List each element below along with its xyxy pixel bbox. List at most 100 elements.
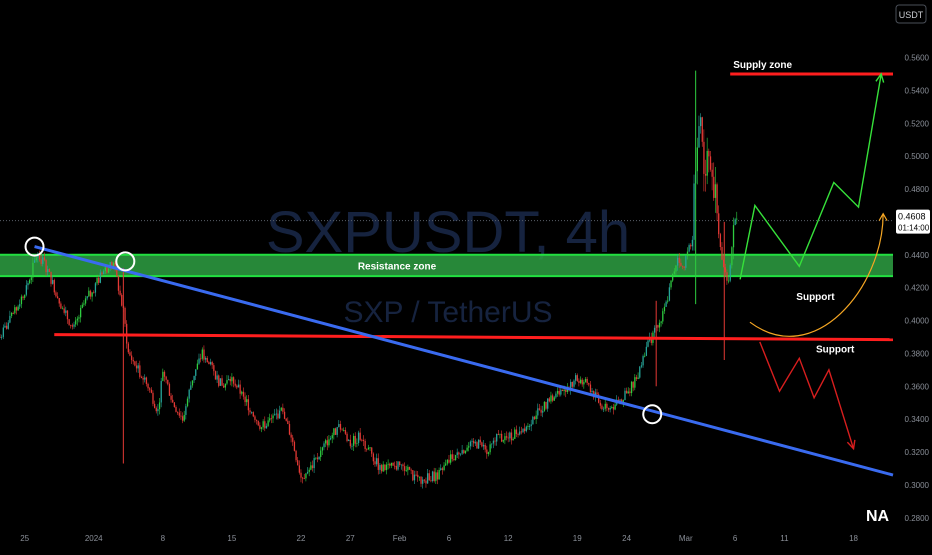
candle-body — [127, 343, 129, 353]
candle-body — [55, 292, 57, 297]
candle-body — [479, 439, 481, 443]
candle-body — [5, 325, 8, 329]
y-tick-label: 0.2800 — [905, 514, 930, 523]
candle-body — [78, 317, 80, 319]
candle-body — [297, 460, 299, 466]
candle-body — [520, 431, 523, 433]
candle-body — [512, 438, 514, 441]
candle-body — [249, 410, 251, 413]
price-axis[interactable]: 0.5600 0.5400 0.5200 0.5000 0.4800 0.4400 0.42… — [905, 54, 930, 523]
candle-body — [602, 408, 605, 410]
candle-body — [731, 247, 733, 266]
y-tick-label: 0.3200 — [905, 448, 930, 457]
candle-body — [47, 269, 49, 273]
candle-body — [625, 390, 628, 394]
candle-body — [106, 267, 108, 273]
candle-body — [547, 398, 549, 409]
currency-badge[interactable]: USDT — [895, 4, 927, 24]
candle-body — [463, 450, 465, 454]
candle-body — [500, 433, 503, 442]
candle-body — [614, 404, 616, 410]
candle-body — [328, 439, 330, 446]
candle-body — [514, 429, 516, 439]
candle-body — [35, 257, 37, 261]
candle-body — [644, 355, 646, 357]
candle-body — [533, 416, 536, 420]
candle-body — [162, 371, 164, 381]
candle-body — [417, 474, 419, 477]
candle-body — [509, 432, 511, 439]
candle-body — [14, 307, 16, 314]
candle-body — [83, 303, 85, 305]
candle-body — [653, 327, 656, 333]
candle-body — [609, 407, 611, 410]
support-bounce-label: Support — [796, 292, 835, 303]
candle-body — [450, 454, 452, 463]
x-tick-label: 6 — [447, 534, 452, 543]
candle-body — [408, 466, 411, 470]
candle-body — [481, 442, 483, 447]
candle-body — [196, 363, 199, 370]
candle-body — [344, 430, 347, 434]
candle-body — [320, 450, 322, 457]
candle-body — [726, 272, 728, 281]
candle-body — [719, 234, 722, 247]
supply-zone-label: Supply zone — [733, 60, 792, 71]
candle-body — [477, 439, 480, 449]
candle-body — [639, 366, 641, 378]
candle-body — [338, 424, 340, 428]
candle-body — [538, 408, 541, 410]
candle-body — [606, 403, 608, 409]
candle-body — [627, 391, 629, 394]
candle-body — [81, 304, 83, 308]
candle-body — [43, 257, 46, 260]
candle-body — [107, 268, 110, 273]
candle-body — [487, 452, 490, 454]
candle-body — [237, 384, 240, 388]
candle-body — [596, 392, 598, 395]
candle-body — [367, 447, 370, 450]
candle-body — [160, 380, 162, 403]
currency-label: USDT — [899, 10, 924, 20]
candle-body — [333, 428, 335, 436]
candle-body — [63, 308, 65, 313]
candle-body — [52, 280, 54, 284]
candle-body — [32, 262, 34, 278]
candle-body — [61, 308, 64, 310]
candle-body — [385, 464, 388, 471]
candle-body — [66, 310, 69, 320]
bearish-projection-arrow-head — [846, 439, 856, 451]
candle-body — [491, 443, 493, 445]
candle-body — [635, 377, 638, 379]
candle-body — [458, 452, 460, 455]
candle-body — [510, 432, 513, 441]
y-tick-label: 0.5000 — [905, 152, 930, 161]
candle-body — [147, 383, 149, 389]
candle-body — [362, 439, 365, 441]
candle-body — [208, 362, 210, 365]
candle-body — [621, 399, 623, 403]
candle-body — [73, 324, 75, 327]
candle-body — [530, 424, 532, 426]
candle-body — [70, 324, 72, 326]
candle-body — [269, 418, 271, 421]
candle-body — [551, 395, 554, 401]
candle-body — [714, 184, 717, 198]
candle-body — [25, 285, 28, 295]
candle-body — [706, 150, 708, 176]
candle-body — [598, 394, 600, 403]
candle-body — [180, 415, 182, 417]
candle-body — [292, 437, 294, 442]
y-tick-label: 0.4400 — [905, 251, 930, 260]
candle-body — [282, 407, 284, 412]
candle-body — [56, 296, 59, 299]
y-tick-label: 0.3400 — [905, 415, 930, 424]
time-axis[interactable]: 25 2024 8 15 22 27 Feb 6 12 19 24 Mar 6 11 18 — [20, 534, 858, 543]
candle-body — [435, 472, 437, 482]
candle-body — [532, 416, 534, 425]
candle-body — [428, 473, 430, 481]
candle-body — [109, 262, 111, 269]
candle-body — [466, 447, 468, 451]
candles-layer — [0, 70, 738, 489]
